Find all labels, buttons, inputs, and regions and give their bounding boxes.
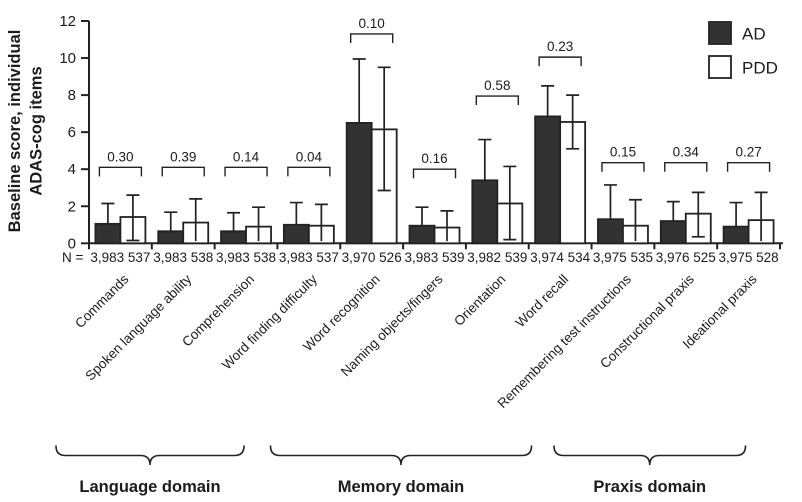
pvalue-label-commands: 0.30 [107, 149, 133, 164]
error-bar-pdd-ideational-praxis [754, 191, 768, 242]
pvalue-label-word-recognition: 0.10 [359, 16, 385, 31]
error-bar-pdd-spoken-language-ability [189, 197, 203, 242]
pvalue-bracket-word-recognition [349, 33, 394, 43]
error-bar-ad-commands [101, 202, 115, 224]
y-tick-label: 4 [68, 161, 76, 178]
y-tick-label: 0 [68, 235, 76, 252]
error-bar-pdd-naming-objects-fingers [440, 210, 454, 242]
category-label-orientation: Orientation [451, 272, 508, 329]
pvalue-bracket-spoken-language-ability [161, 166, 205, 177]
error-bar-pdd-commands [126, 194, 140, 242]
category-label-naming-objects-fingers: Naming objects/fingers [338, 271, 446, 379]
n-values-remembering-test-instructions: 3,975 535 [593, 250, 653, 265]
pvalue-label-ideational-praxis: 0.27 [735, 145, 761, 160]
bar-ad-word-recall [534, 115, 562, 245]
pvalue-bracket-ideational-praxis [726, 162, 771, 172]
pvalue-bracket-comprehension [224, 166, 268, 177]
legend-label-pdd: PDD [742, 59, 778, 78]
legend-label-ad: AD [742, 25, 766, 44]
bar-ad-comprehension [220, 230, 247, 245]
legend-swatch-pdd [708, 55, 732, 79]
error-bar-pdd-orientation [503, 165, 517, 241]
y-tick-label: 8 [68, 87, 76, 104]
error-bar-ad-word-finding-difficulty [289, 201, 303, 225]
n-prefix: N = [62, 250, 84, 265]
n-values-orientation: 3,982 539 [467, 250, 527, 265]
n-values-naming-objects-fingers: 3,983 539 [404, 250, 464, 265]
domain-brace-memory-domain [269, 445, 533, 466]
error-bar-pdd-constructional-praxis [691, 191, 705, 238]
y-axis-title: Baseline score, individual [6, 30, 24, 233]
n-values-commands: 3,983 537 [90, 250, 150, 265]
bar-ad-word-finding-difficulty [282, 223, 310, 245]
error-bar-ad-word-recall [541, 84, 555, 117]
pvalue-bracket-word-recall [538, 56, 582, 67]
pvalue-label-spoken-language-ability: 0.39 [170, 149, 196, 164]
pvalue-bracket-word-finding-difficulty [287, 166, 331, 177]
error-bar-ad-ideational-praxis [729, 201, 743, 227]
n-values-ideational-praxis: 3,975 528 [719, 250, 779, 265]
pvalue-bracket-orientation [475, 95, 520, 106]
bar-ad-naming-objects-fingers [408, 224, 436, 245]
pvalue-bracket-naming-objects-fingers [412, 168, 457, 179]
n-values-word-recall: 3,974 534 [530, 250, 591, 265]
n-values-comprehension: 3,983 538 [216, 250, 276, 265]
error-bar-ad-remembering-test-instructions [603, 184, 617, 220]
error-bar-ad-constructional-praxis [666, 200, 680, 222]
bar-ad-ideational-praxis [722, 225, 750, 245]
bar-ad-commands [94, 222, 122, 245]
bar-ad-orientation [471, 179, 499, 245]
bar-ad-remembering-test-instructions [597, 218, 624, 245]
y-tick-label: 12 [59, 13, 76, 30]
pvalue-bracket-commands [98, 166, 143, 177]
domain-label-language-domain: Language domain [79, 478, 220, 496]
pvalue-label-word-recall: 0.23 [547, 39, 573, 54]
n-values-constructional-praxis: 3,976 525 [656, 250, 716, 265]
pvalue-label-word-finding-difficulty: 0.04 [296, 149, 323, 164]
n-values-spoken-language-ability: 3,983 538 [153, 250, 213, 265]
error-bar-pdd-word-recognition [377, 66, 391, 192]
domain-label-praxis-domain: Praxis domain [593, 478, 706, 496]
pvalue-label-comprehension: 0.14 [233, 149, 260, 164]
domain-brace-praxis-domain [553, 445, 747, 466]
error-bar-pdd-word-recall [566, 94, 580, 150]
category-label-spoken-language-ability: Spoken language ability [82, 271, 194, 383]
pvalue-label-constructional-praxis: 0.34 [673, 145, 700, 160]
y-tick-label: 2 [68, 198, 76, 215]
domain-brace-language-domain [55, 445, 245, 466]
axes [88, 21, 783, 245]
n-values-word-finding-difficulty: 3,983 537 [279, 250, 339, 265]
error-bar-ad-comprehension [227, 211, 241, 232]
bar-ad-constructional-praxis [659, 220, 687, 245]
error-bar-pdd-remembering-test-instructions [628, 198, 642, 242]
error-bar-ad-word-recognition [352, 58, 366, 123]
domain-label-memory-domain: Memory domain [338, 478, 465, 496]
pvalue-bracket-constructional-praxis [664, 162, 708, 172]
y-tick-label: 10 [59, 50, 76, 67]
pvalue-label-naming-objects-fingers: 0.16 [421, 151, 447, 166]
n-values-word-recognition: 3,970 526 [342, 250, 402, 265]
error-bar-ad-orientation [478, 138, 492, 181]
legend-swatch-ad [708, 21, 732, 45]
category-label-commands: Commands [72, 271, 132, 331]
y-tick-label: 6 [68, 124, 76, 141]
pvalue-label-orientation: 0.58 [484, 78, 510, 93]
error-bar-ad-naming-objects-fingers [415, 206, 429, 226]
bar-ad-spoken-language-ability [157, 230, 185, 245]
error-bar-ad-spoken-language-ability [164, 211, 178, 232]
y-axis-title: ADAS-cog items [28, 66, 46, 195]
pvalue-label-remembering-test-instructions: 0.15 [610, 145, 636, 160]
error-bar-pdd-word-finding-difficulty [314, 203, 328, 242]
category-label-remembering-test-instructions: Remembering test instructions [495, 271, 635, 411]
bar-ad-word-recognition [345, 121, 373, 245]
error-bar-pdd-comprehension [252, 206, 266, 242]
category-label-word-recall: Word recall [513, 272, 572, 331]
pvalue-bracket-remembering-test-instructions [601, 162, 645, 172]
